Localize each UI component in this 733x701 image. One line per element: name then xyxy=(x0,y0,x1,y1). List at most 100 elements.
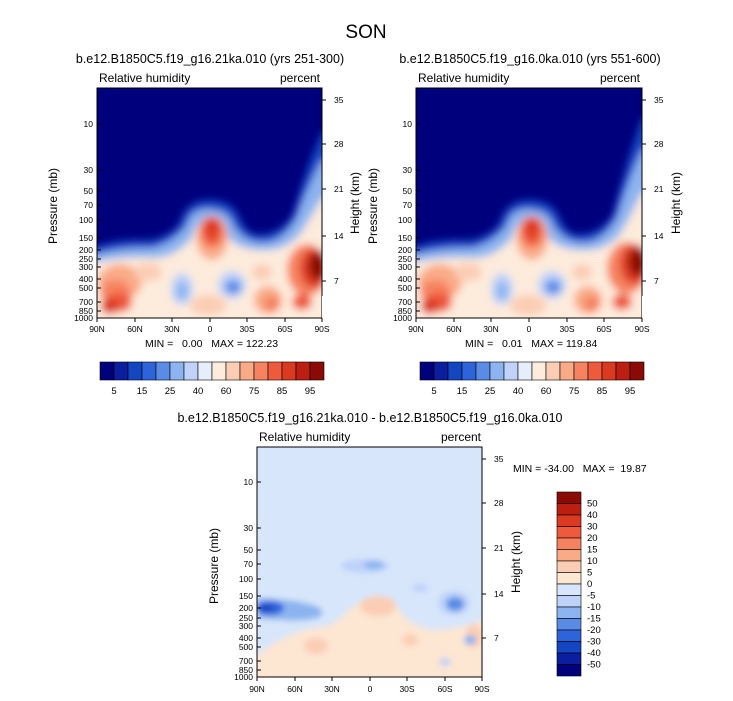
panel-2-field xyxy=(416,88,642,318)
colorbar-box xyxy=(556,652,582,665)
colorbar-box xyxy=(433,361,449,381)
colorbar-box xyxy=(517,361,533,381)
panel-2-ytick: 300 xyxy=(398,262,412,272)
panel-2-xtick: 30S xyxy=(559,324,574,334)
figure-title: SON xyxy=(345,22,386,43)
panel-1-ytick: 500 xyxy=(79,283,93,293)
panel-2-ytick: 200 xyxy=(398,245,412,255)
panel-3-height-tick: 35 xyxy=(494,454,504,464)
panel-1-ytick: 30 xyxy=(84,165,94,175)
panel-1-ytick: 100 xyxy=(79,215,93,225)
panel-1-height-tick: 28 xyxy=(334,139,344,149)
panel-3-ytick: 500 xyxy=(239,642,253,652)
panel-1-height-tick: 14 xyxy=(334,231,344,241)
colorbar-label: 75 xyxy=(569,386,580,397)
panel-2-xtick: 0 xyxy=(527,324,532,334)
panel-1-title: b.e12.B1850C5.f19_g16.21ka.010 (yrs 251-… xyxy=(76,52,344,66)
panel-2-ytick: 1000 xyxy=(393,313,412,323)
panel-2-x-ticks: 90N 60N 30N 0 30S 60S 90S xyxy=(408,318,650,334)
colorbar-label: 75 xyxy=(249,386,260,397)
panel-1-ytick: 250 xyxy=(79,254,93,264)
panel-3-height-tick: 7 xyxy=(494,633,499,643)
colorbar-label: 40 xyxy=(587,510,598,521)
colorbar-box xyxy=(556,560,582,573)
colorbar-label: 30 xyxy=(587,522,598,533)
colorbar-label: -20 xyxy=(587,625,601,636)
colorbar-box xyxy=(601,361,617,381)
panel-3-subtitle-right: percent xyxy=(441,430,482,444)
colorbar-label: 25 xyxy=(165,386,176,397)
panel-1-right-ticks: 35 28 21 14 7 xyxy=(322,95,344,286)
colorbar-label: 85 xyxy=(277,386,288,397)
panel-1-x-ticks: 90N 60N 30N 0 30S 60S 90S xyxy=(89,318,330,334)
colorbar-box xyxy=(556,514,582,527)
colorbar-box xyxy=(531,361,547,381)
panel-2-ytick: 50 xyxy=(403,186,413,196)
panel-1-height-tick: 7 xyxy=(334,276,339,286)
colorbar-label: 25 xyxy=(485,386,496,397)
panel-2-xtick: 60S xyxy=(596,324,611,334)
colorbar-box xyxy=(253,361,269,381)
panel-3-x-ticks: 90N 60N 30N 0 30S 60S 90S xyxy=(249,677,490,694)
colorbar-box xyxy=(197,361,213,381)
colorbar-box xyxy=(556,606,582,619)
panel-3-ytick: 10 xyxy=(244,477,254,487)
colorbar-label: 95 xyxy=(625,386,636,397)
panel-3-xtick: 90S xyxy=(474,684,489,694)
panel-1-ytick: 150 xyxy=(79,233,93,243)
panel-3-ytick: 700 xyxy=(239,656,253,666)
colorbar-box xyxy=(461,361,477,381)
colorbar-box xyxy=(155,361,171,381)
panel-3-ytick: 70 xyxy=(244,559,254,569)
panel-3-xtick: 30S xyxy=(399,684,414,694)
panel-3-ytick: 100 xyxy=(239,574,253,584)
colorbar-label: 15 xyxy=(457,386,468,397)
colorbar-box xyxy=(629,361,645,381)
colorbar-label: 0 xyxy=(587,579,592,590)
colorbar-box xyxy=(141,361,157,381)
panel-2: b.e12.B1850C5.f19_g16.0ka.010 (yrs 551-6… xyxy=(366,52,683,397)
panel-2-ylabel-right: Height (km) xyxy=(669,172,683,234)
panel-1-height-tick: 21 xyxy=(334,184,344,194)
panel-1-xtick: 90N xyxy=(89,324,105,334)
panel-2-height-tick: 28 xyxy=(654,139,664,149)
panel-2-ytick: 850 xyxy=(398,306,412,316)
colorbar-label: 5 xyxy=(111,386,116,397)
colorbar-box xyxy=(556,572,582,585)
colorbar-box xyxy=(573,361,589,381)
panel-1-ylabel-right: Height (km) xyxy=(348,172,362,234)
panel-1-ytick: 10 xyxy=(84,119,94,129)
panel-2-subtitle-left: Relative humidity xyxy=(418,71,509,85)
colorbar-label: -5 xyxy=(587,591,595,602)
panel-1-subtitle-right: percent xyxy=(280,71,321,85)
colorbar-box xyxy=(489,361,505,381)
panel-2-ytick: 250 xyxy=(398,254,412,264)
panel-3-ytick: 50 xyxy=(244,545,254,555)
colorbar-label: -30 xyxy=(587,637,601,648)
panel-1-ytick: 1000 xyxy=(74,313,93,323)
colorbar-label: -40 xyxy=(587,648,601,659)
panel-1-field xyxy=(97,88,322,318)
panel-2-colorbar: 5 15 25 40 60 75 85 95 xyxy=(419,361,645,397)
panel-1-ytick: 300 xyxy=(79,262,93,272)
panel-3: b.e12.B1850C5.f19_g16.21ka.010 - b.e12.B… xyxy=(177,411,646,694)
colorbar-box xyxy=(295,361,311,381)
colorbar-label: 10 xyxy=(587,556,598,567)
panel-3-xtick: 60S xyxy=(437,684,452,694)
colorbar-box xyxy=(419,361,435,381)
colorbar-box xyxy=(556,583,582,596)
colorbar-box xyxy=(556,549,582,562)
colorbar-label: 50 xyxy=(587,499,598,510)
colorbar-label: 85 xyxy=(597,386,608,397)
panel-2-ytick: 30 xyxy=(403,165,413,175)
panel-3-stats: MIN = -34.00 MAX = 19.87 xyxy=(513,463,647,475)
colorbar-label: 40 xyxy=(193,386,204,397)
panel-1-ytick: 400 xyxy=(79,274,93,284)
colorbar-label: 95 xyxy=(305,386,316,397)
panel-1-ylabel: Pressure (mb) xyxy=(46,168,60,244)
colorbar-label: -15 xyxy=(587,614,601,625)
colorbar-box xyxy=(239,361,255,381)
colorbar-box xyxy=(556,491,582,504)
